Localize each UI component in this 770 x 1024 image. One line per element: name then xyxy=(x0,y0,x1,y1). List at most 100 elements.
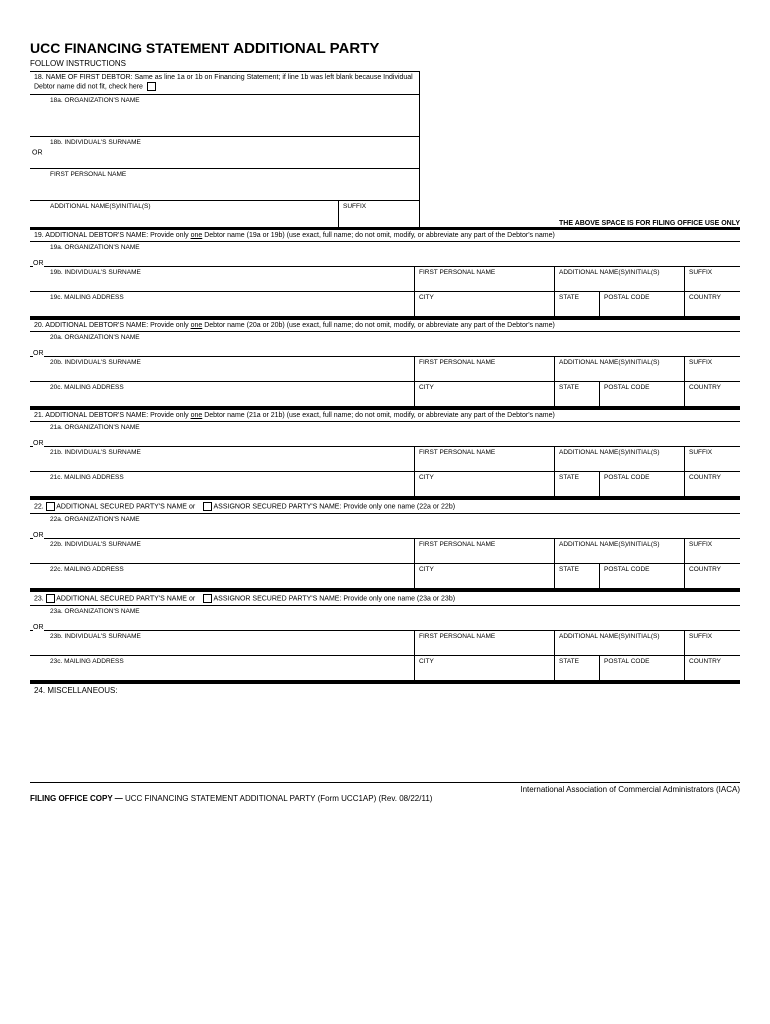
field-city[interactable]: CITY xyxy=(415,382,555,406)
instr-und: one xyxy=(384,503,396,510)
field-suffix[interactable]: SUFFIX xyxy=(685,357,740,381)
instr: Provide only xyxy=(343,503,383,510)
sec-instr2: Debtor name (19a or 19b) (use exact, ful… xyxy=(202,232,555,239)
title-prefix: UCC FINANCING STATEMENT xyxy=(30,40,233,56)
field-first[interactable]: FIRST PERSONAL NAME xyxy=(415,447,555,471)
field-postal[interactable]: POSTAL CODE xyxy=(600,472,685,496)
sec18-checkbox[interactable] xyxy=(147,82,156,91)
section-20: 20. ADDITIONAL DEBTOR'S NAME: Provide on… xyxy=(30,317,740,407)
field-postal[interactable]: POSTAL CODE xyxy=(600,382,685,406)
field-country[interactable]: COUNTRY xyxy=(685,656,740,680)
field-suffix[interactable]: SUFFIX xyxy=(685,631,740,655)
subtitle: FOLLOW INSTRUCTIONS xyxy=(30,59,740,68)
field-state[interactable]: STATE xyxy=(555,472,600,496)
sec-title: ADDITIONAL DEBTOR'S NAME: xyxy=(45,412,148,419)
row-a: 21a. ORGANIZATION'S NAME xyxy=(30,422,740,447)
field-addl[interactable]: ADDITIONAL NAME(S)/INITIAL(S) xyxy=(555,447,685,471)
field-country[interactable]: COUNTRY xyxy=(685,564,740,588)
instr2: name (22a or 22b) xyxy=(396,503,456,510)
field-city[interactable]: CITY xyxy=(415,292,555,316)
field-org[interactable]: 19a. ORGANIZATION'S NAME xyxy=(30,242,740,266)
field-city[interactable]: CITY xyxy=(415,472,555,496)
label-18-suffix: SUFFIX xyxy=(343,203,415,210)
row-c: 22c. MAILING ADDRESS CITY STATE POSTAL C… xyxy=(30,564,740,589)
footer-copy: FILING OFFICE COPY — UCC FINANCING STATE… xyxy=(30,794,740,803)
field-surname[interactable]: 23b. INDIVIDUAL'S SURNAME xyxy=(30,631,415,655)
checkbox-additional[interactable] xyxy=(46,502,55,511)
field-surname[interactable]: 22b. INDIVIDUAL'S SURNAME xyxy=(30,539,415,563)
field-org[interactable]: 21a. ORGANIZATION'S NAME xyxy=(30,422,740,446)
field-first[interactable]: FIRST PERSONAL NAME xyxy=(415,267,555,291)
field-city[interactable]: CITY xyxy=(415,656,555,680)
field-mail[interactable]: 23c. MAILING ADDRESS xyxy=(30,656,415,680)
debtor-rows: 21a. ORGANIZATION'S NAME 21b. INDIVIDUAL… xyxy=(30,422,740,497)
sec-title: ADDITIONAL DEBTOR'S NAME: xyxy=(45,232,148,239)
label-18-addl: ADDITIONAL NAME(S)/INITIAL(S) xyxy=(50,203,334,210)
field-country[interactable]: COUNTRY xyxy=(685,382,740,406)
row-b: 19b. INDIVIDUAL'S SURNAME FIRST PERSONAL… xyxy=(30,267,740,292)
label-18b: 18b. INDIVIDUAL'S SURNAME xyxy=(50,139,415,146)
sec18-num: 18. xyxy=(34,74,44,81)
field-org[interactable]: 22a. ORGANIZATION'S NAME xyxy=(30,514,740,538)
field-mail[interactable]: 20c. MAILING ADDRESS xyxy=(30,382,415,406)
sec-num: 21. xyxy=(34,412,44,419)
section-23: 23. ADDITIONAL SECURED PARTY'S NAME or A… xyxy=(30,589,740,681)
footer-copy-bold: FILING OFFICE COPY — xyxy=(30,794,125,803)
field-mail[interactable]: 19c. MAILING ADDRESS xyxy=(30,292,415,316)
instr: Provide only xyxy=(343,595,383,602)
field-postal[interactable]: POSTAL CODE xyxy=(600,656,685,680)
row-c: 21c. MAILING ADDRESS CITY STATE POSTAL C… xyxy=(30,472,740,497)
row-a: 22a. ORGANIZATION'S NAME xyxy=(30,514,740,539)
field-suffix[interactable]: SUFFIX xyxy=(685,539,740,563)
checkbox-assignor[interactable] xyxy=(203,502,212,511)
field-country[interactable]: COUNTRY xyxy=(685,472,740,496)
party-rows: 22a. ORGANIZATION'S NAME 22b. INDIVIDUAL… xyxy=(30,514,740,589)
sec-und: one xyxy=(191,412,203,419)
field-mail[interactable]: 22c. MAILING ADDRESS xyxy=(30,564,415,588)
field-18-addl[interactable]: ADDITIONAL NAME(S)/INITIAL(S) xyxy=(30,201,339,227)
field-addl[interactable]: ADDITIONAL NAME(S)/INITIAL(S) xyxy=(555,267,685,291)
field-org[interactable]: 23a. ORGANIZATION'S NAME xyxy=(30,606,740,630)
field-suffix[interactable]: SUFFIX xyxy=(685,267,740,291)
instr-und: one xyxy=(384,595,396,602)
field-state[interactable]: STATE xyxy=(555,382,600,406)
field-18-suffix[interactable]: SUFFIX xyxy=(339,201,419,227)
field-suffix[interactable]: SUFFIX xyxy=(685,447,740,471)
field-surname[interactable]: 20b. INDIVIDUAL'S SURNAME xyxy=(30,357,415,381)
field-addl[interactable]: ADDITIONAL NAME(S)/INITIAL(S) xyxy=(555,357,685,381)
field-state[interactable]: STATE xyxy=(555,564,600,588)
field-addl[interactable]: ADDITIONAL NAME(S)/INITIAL(S) xyxy=(555,631,685,655)
field-state[interactable]: STATE xyxy=(555,656,600,680)
checkbox-additional[interactable] xyxy=(46,594,55,603)
row-a: 23a. ORGANIZATION'S NAME xyxy=(30,606,740,631)
field-postal[interactable]: POSTAL CODE xyxy=(600,292,685,316)
field-state[interactable]: STATE xyxy=(555,292,600,316)
field-first[interactable]: FIRST PERSONAL NAME xyxy=(415,539,555,563)
field-addl[interactable]: ADDITIONAL NAME(S)/INITIAL(S) xyxy=(555,539,685,563)
field-misc[interactable]: 24. MISCELLANEOUS: xyxy=(30,684,740,774)
field-mail[interactable]: 21c. MAILING ADDRESS xyxy=(30,472,415,496)
field-org[interactable]: 20a. ORGANIZATION'S NAME xyxy=(30,332,740,356)
field-18a[interactable]: 18a. ORGANIZATION'S NAME xyxy=(30,95,419,137)
debtor-rows: 19a. ORGANIZATION'S NAME 19b. INDIVIDUAL… xyxy=(30,242,740,317)
field-first[interactable]: FIRST PERSONAL NAME xyxy=(415,357,555,381)
sec-header: 20. ADDITIONAL DEBTOR'S NAME: Provide on… xyxy=(30,320,740,332)
field-surname[interactable]: 19b. INDIVIDUAL'S SURNAME xyxy=(30,267,415,291)
checkbox-assignor[interactable] xyxy=(203,594,212,603)
label-18a: 18a. ORGANIZATION'S NAME xyxy=(50,97,415,104)
field-first[interactable]: FIRST PERSONAL NAME xyxy=(415,631,555,655)
field-country[interactable]: COUNTRY xyxy=(685,292,740,316)
sec-instr2: Debtor name (21a or 21b) (use exact, ful… xyxy=(202,412,555,419)
field-surname[interactable]: 21b. INDIVIDUAL'S SURNAME xyxy=(30,447,415,471)
section-19: 19. ADDITIONAL DEBTOR'S NAME: Provide on… xyxy=(30,227,740,317)
opt1: ADDITIONAL SECURED PARTY'S NAME xyxy=(56,595,189,602)
row-b: 21b. INDIVIDUAL'S SURNAME FIRST PERSONAL… xyxy=(30,447,740,472)
filing-note: THE ABOVE SPACE IS FOR FILING OFFICE USE… xyxy=(559,220,740,227)
field-city[interactable]: CITY xyxy=(415,564,555,588)
field-18-first[interactable]: FIRST PERSONAL NAME xyxy=(30,169,419,201)
field-postal[interactable]: POSTAL CODE xyxy=(600,564,685,588)
instr2: name (23a or 23b) xyxy=(396,595,456,602)
sec18-label: NAME OF FIRST DEBTOR: xyxy=(46,74,133,81)
field-18b[interactable]: OR 18b. INDIVIDUAL'S SURNAME xyxy=(30,137,419,169)
section-21: 21. ADDITIONAL DEBTOR'S NAME: Provide on… xyxy=(30,407,740,497)
